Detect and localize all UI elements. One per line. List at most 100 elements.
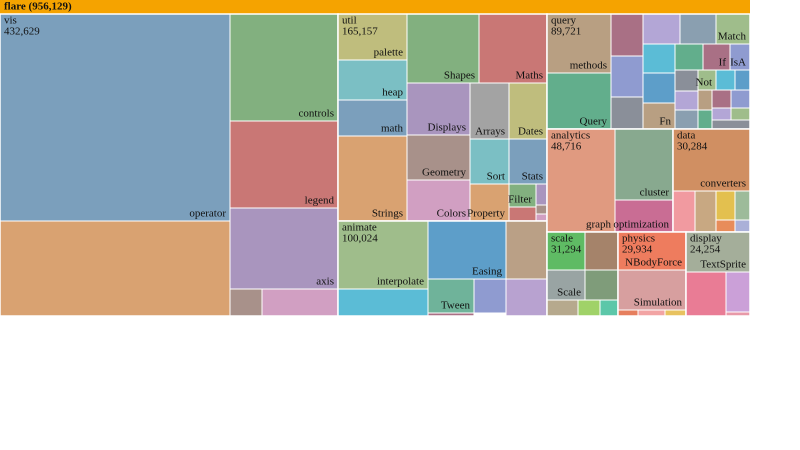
treemap-cell: [508, 138, 548, 185]
cell-label: Stats: [522, 171, 543, 183]
treemap-cell: [672, 190, 696, 233]
treemap-cell: [697, 89, 713, 111]
cell-label: Sort: [487, 171, 505, 183]
group-value: 89,721: [551, 26, 581, 38]
treemap-cell: [734, 69, 751, 91]
treemap-cell: [406, 13, 480, 84]
group-name: vis: [4, 15, 17, 27]
treemap-cell: [697, 109, 713, 130]
treemap-cell: [730, 89, 751, 109]
treemap-cell: [469, 138, 510, 185]
treemap-cell: [725, 271, 751, 313]
treemap-cell: [734, 190, 751, 221]
treemap-cell: [505, 278, 548, 317]
cell-label: controls: [299, 108, 334, 120]
cell-label: Filter: [508, 194, 532, 206]
treemap-cell: [617, 309, 639, 317]
treemap-cell: [674, 90, 699, 111]
cell-label: cluster: [640, 187, 670, 199]
treemap-cell: [229, 207, 339, 290]
group-value: 31,294: [551, 244, 582, 256]
treemap-cell: [0, 13, 231, 222]
treemap-cell: [685, 271, 727, 317]
treemap-cell: [584, 231, 619, 271]
cell-label: Colors: [437, 208, 466, 220]
cell-label: palette: [374, 47, 403, 59]
treemap-cell: [337, 288, 429, 317]
cell-label: heap: [382, 87, 403, 99]
treemap-cell: [715, 69, 736, 91]
cell-label: TextSprite: [700, 259, 746, 271]
treemap-cell: [610, 55, 644, 98]
cell-label: IsA: [730, 57, 746, 69]
cell-label: axis: [316, 276, 334, 288]
treemap-cell: [577, 299, 601, 317]
treemap-cell: [642, 72, 676, 104]
cell-label: Strings: [372, 208, 403, 220]
treemap-cell: [337, 135, 408, 222]
group-name: data: [677, 130, 695, 142]
treemap-cell: [637, 309, 666, 317]
treemap-cell: [535, 204, 548, 215]
treemap-cell: [664, 309, 687, 317]
cell-label: methods: [570, 60, 607, 72]
treemap-cell: [730, 107, 751, 121]
treemap-cell: [711, 89, 732, 109]
treemap-cell: [546, 299, 579, 317]
cell-label: optimization: [613, 219, 669, 231]
treemap-cell: [642, 13, 681, 45]
treemap-cell: [0, 220, 231, 317]
group-name: query: [551, 15, 577, 27]
treemap-cell: [674, 109, 699, 130]
group-name: scale: [551, 233, 573, 245]
treemap-cell: [508, 206, 537, 222]
group-outline: [685, 231, 751, 317]
group-name: animate: [342, 222, 377, 234]
treemap-cell: [711, 107, 732, 121]
group-name: util: [342, 15, 357, 27]
cell-label: Displays: [428, 122, 467, 134]
root-header: [0, 0, 750, 14]
cell-label: Simulation: [634, 297, 683, 309]
treemap-cell: [505, 220, 548, 280]
treemap-cell: [694, 190, 717, 233]
cell-label: Property: [467, 208, 505, 220]
treemap-cell: [715, 190, 736, 221]
cell-label: Dates: [518, 126, 543, 138]
cell-label: Query: [580, 116, 608, 128]
group-value: 165,157: [342, 26, 378, 38]
treemap-cell: [679, 13, 717, 45]
treemap-cell: [599, 299, 619, 317]
treemap-cell: [715, 219, 736, 233]
treemap-cell: [711, 119, 751, 130]
group-name: analytics: [551, 130, 590, 142]
treemap-cell: [229, 13, 339, 122]
treemap-cell: [473, 278, 507, 314]
treemap-cell: [734, 219, 751, 233]
cell-label: Tween: [441, 300, 471, 312]
group-value: 30,284: [677, 141, 708, 153]
cell-label: Scale: [557, 287, 581, 299]
treemap-cell: [261, 288, 339, 317]
treemap-cell: [535, 183, 548, 206]
cell-label: interpolate: [377, 276, 424, 288]
treemap-cell: [617, 269, 687, 311]
group-value: 432,629: [4, 26, 40, 38]
group-name: physics: [622, 233, 655, 245]
group-value: 100,024: [342, 233, 378, 245]
treemap-cell: [229, 120, 339, 209]
cell-label: legend: [305, 195, 335, 207]
cell-label: Easing: [472, 266, 502, 278]
treemap-cell: [584, 269, 619, 301]
cell-label: operator: [189, 208, 226, 220]
chart-title: flare (956,129): [4, 1, 72, 13]
cell-label: math: [381, 123, 403, 135]
treemap-cell: [229, 288, 263, 317]
cell-label: If: [719, 57, 727, 69]
treemap-cell: [337, 13, 408, 61]
treemap-cell: [674, 43, 704, 71]
cell-label: Shapes: [444, 70, 475, 82]
treemap-cell: [337, 59, 408, 101]
cell-label: Arrays: [475, 126, 505, 138]
group-value: 48,716: [551, 141, 582, 153]
